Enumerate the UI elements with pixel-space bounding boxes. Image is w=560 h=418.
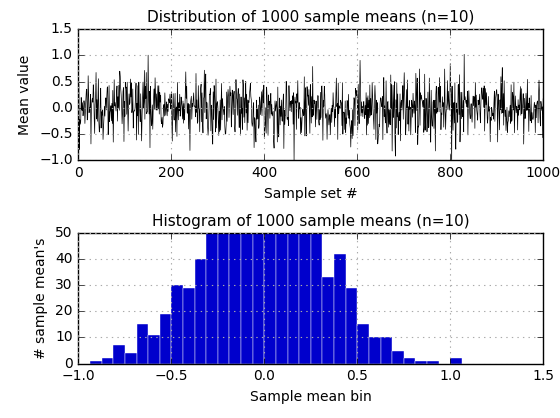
Bar <box>148 335 160 364</box>
Title: Distribution of 1000 sample means (n=10): Distribution of 1000 sample means (n=10) <box>147 10 474 25</box>
Bar <box>171 285 183 364</box>
Bar <box>450 358 462 364</box>
Bar <box>416 361 427 364</box>
Title: Histogram of 1000 sample means (n=10): Histogram of 1000 sample means (n=10) <box>152 214 470 229</box>
Bar <box>392 351 404 364</box>
Bar <box>195 259 206 364</box>
Bar <box>381 337 392 364</box>
Bar <box>311 209 323 364</box>
Y-axis label: # sample mean's: # sample mean's <box>34 237 48 359</box>
Bar <box>206 222 218 364</box>
Bar <box>218 214 230 364</box>
Bar <box>346 288 357 364</box>
Bar <box>253 138 264 364</box>
Bar <box>264 148 276 364</box>
Y-axis label: Mean value: Mean value <box>18 55 32 135</box>
Bar <box>427 361 438 364</box>
Bar <box>230 180 241 364</box>
Bar <box>369 337 381 364</box>
Bar <box>102 358 113 364</box>
Bar <box>183 288 195 364</box>
Bar <box>334 253 346 364</box>
Bar <box>125 353 137 364</box>
Bar <box>137 324 148 364</box>
Bar <box>404 358 416 364</box>
Bar <box>299 209 311 364</box>
Bar <box>323 277 334 364</box>
Bar <box>90 361 102 364</box>
Bar <box>288 162 299 364</box>
Bar <box>113 345 125 364</box>
X-axis label: Sample mean bin: Sample mean bin <box>250 390 372 404</box>
X-axis label: Sample set #: Sample set # <box>264 187 358 201</box>
Bar <box>357 324 369 364</box>
Bar <box>160 314 171 364</box>
Bar <box>241 204 253 364</box>
Bar <box>276 141 288 364</box>
